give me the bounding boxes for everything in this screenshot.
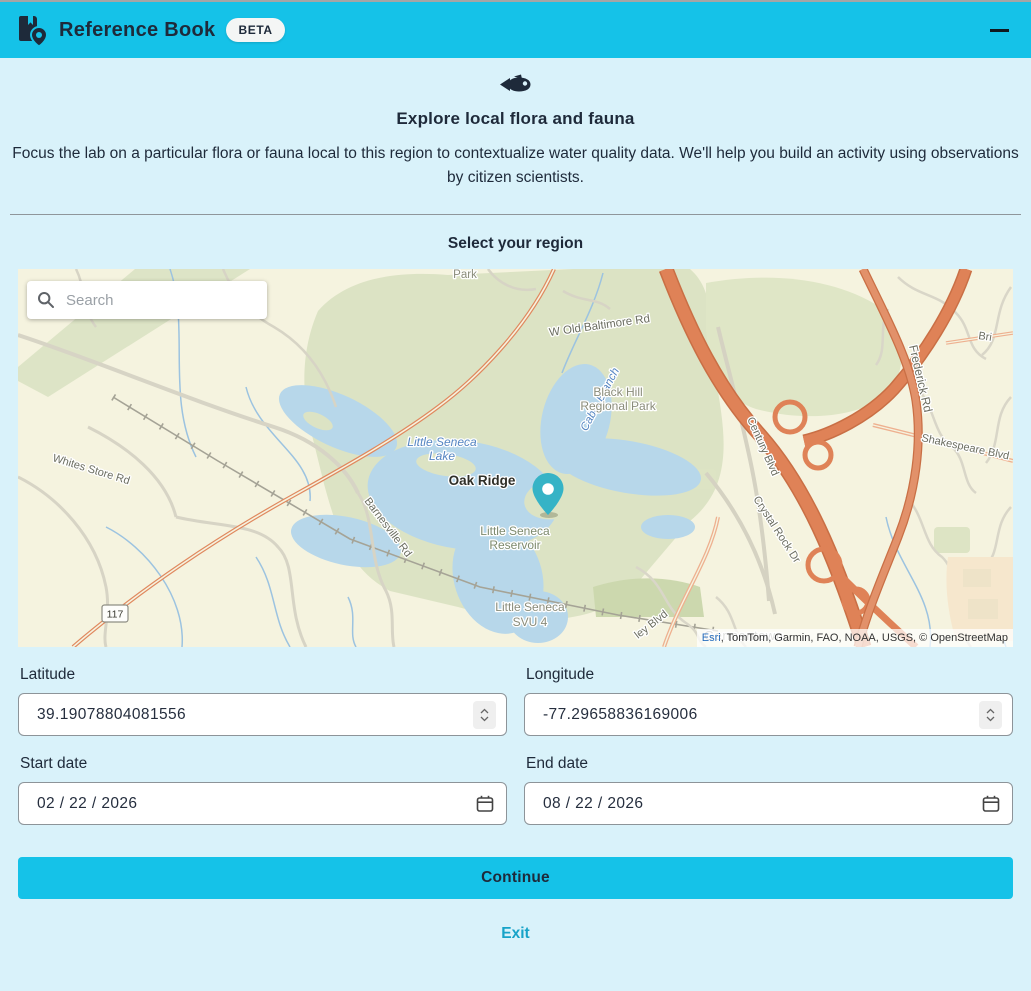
minimize-button[interactable]: [984, 21, 1015, 40]
map-label-park: Park: [453, 269, 477, 281]
attribution-text: , TomTom, Garmin, FAO, NOAA, USGS, © Ope…: [720, 632, 1008, 644]
map-search-input[interactable]: [64, 290, 267, 310]
end-date-input[interactable]: [541, 793, 980, 814]
spinner-up-icon: [480, 708, 489, 713]
fish-icon-row: [18, 73, 1013, 96]
titlebar: Reference Book BETA: [0, 2, 1031, 58]
page-title: Explore local flora and fauna: [396, 109, 635, 128]
app-logo-book-pin-icon: [19, 16, 48, 47]
map-label-lake-1: Little Seneca: [407, 435, 477, 449]
map-canvas: Germantown Park W Old Baltimore Rd Cabin…: [18, 269, 1013, 647]
app-title: Reference Book: [59, 18, 216, 41]
spinner-down-icon: [480, 716, 489, 721]
map-label-reservoir-1: Little Seneca: [480, 524, 550, 538]
page-description: Focus the lab on a particular flora or f…: [12, 145, 1019, 186]
map-label-bri: Bri: [978, 330, 993, 344]
latitude-spinner[interactable]: [473, 700, 496, 729]
map-freeways: [659, 269, 973, 647]
content-panel: Explore local flora and fauna Focus the …: [0, 73, 1031, 943]
latitude-input-shell: [18, 693, 507, 736]
divider: [10, 214, 1021, 215]
longitude-label: Longitude: [526, 666, 595, 683]
longitude-input[interactable]: [541, 704, 979, 725]
region-map[interactable]: Germantown Park W Old Baltimore Rd Cabin…: [18, 269, 1013, 647]
calendar-icon: [982, 795, 1000, 812]
end-date-label: End date: [526, 755, 589, 772]
spinner-up-icon: [986, 708, 995, 713]
map-label-oak-ridge: Oak Ridge: [449, 473, 516, 488]
start-date-field: Start date: [18, 736, 507, 825]
section-title-select-region: Select your region: [447, 235, 584, 252]
map-label-black-hill-2: Regional Park: [580, 399, 656, 413]
end-date-input-shell: [524, 782, 1013, 825]
map-route-117: [71, 269, 556, 647]
start-date-input-shell: [18, 782, 507, 825]
start-date-label: Start date: [20, 755, 88, 772]
map-route-shield-text: 117: [107, 609, 124, 621]
longitude-spinner[interactable]: [979, 700, 1002, 729]
dates-row: Start date End date: [18, 736, 1013, 825]
exit-link[interactable]: Exit: [501, 925, 530, 942]
map-label-svu-2: SVU 4: [513, 615, 548, 629]
latitude-field: Latitude: [18, 647, 507, 736]
search-icon: [38, 292, 54, 308]
esri-link[interactable]: Esri: [701, 632, 721, 644]
map-label-lake-2: Lake: [429, 449, 455, 463]
end-date-calendar-button[interactable]: [980, 793, 1002, 815]
map-commercial-area: [946, 557, 1013, 641]
map-secondary-roads: [662, 331, 1013, 647]
latitude-input[interactable]: [35, 704, 473, 725]
map-route-shield-117: 117: [101, 604, 129, 623]
calendar-icon: [476, 795, 494, 812]
coordinates-row: Latitude Longitude: [18, 647, 1013, 736]
latitude-label: Latitude: [20, 666, 76, 683]
minimize-icon: [990, 28, 1009, 32]
continue-button[interactable]: Continue: [18, 857, 1013, 899]
spinner-down-icon: [986, 716, 995, 721]
start-date-input[interactable]: [35, 793, 474, 814]
beta-badge: BETA: [226, 18, 285, 42]
map-label-black-hill-1: Black Hill: [593, 385, 642, 399]
map-label-reservoir-2: Reservoir: [489, 538, 540, 552]
map-railroad: [111, 394, 719, 635]
map-location-pin[interactable]: [532, 473, 564, 518]
map-local-roads: [18, 269, 777, 647]
start-date-calendar-button[interactable]: [474, 793, 496, 815]
fish-icon: [499, 74, 530, 92]
map-attribution: Esri, TomTom, Garmin, FAO, NOAA, USGS, ©…: [696, 629, 1013, 647]
longitude-input-shell: [524, 693, 1013, 736]
map-lake-water: [278, 364, 702, 643]
longitude-field: Longitude: [524, 647, 1013, 736]
exit-row: Exit: [18, 925, 1013, 943]
map-search-box[interactable]: [27, 281, 267, 319]
map-label-svu-1: Little Seneca: [495, 600, 565, 614]
end-date-field: End date: [524, 736, 1013, 825]
